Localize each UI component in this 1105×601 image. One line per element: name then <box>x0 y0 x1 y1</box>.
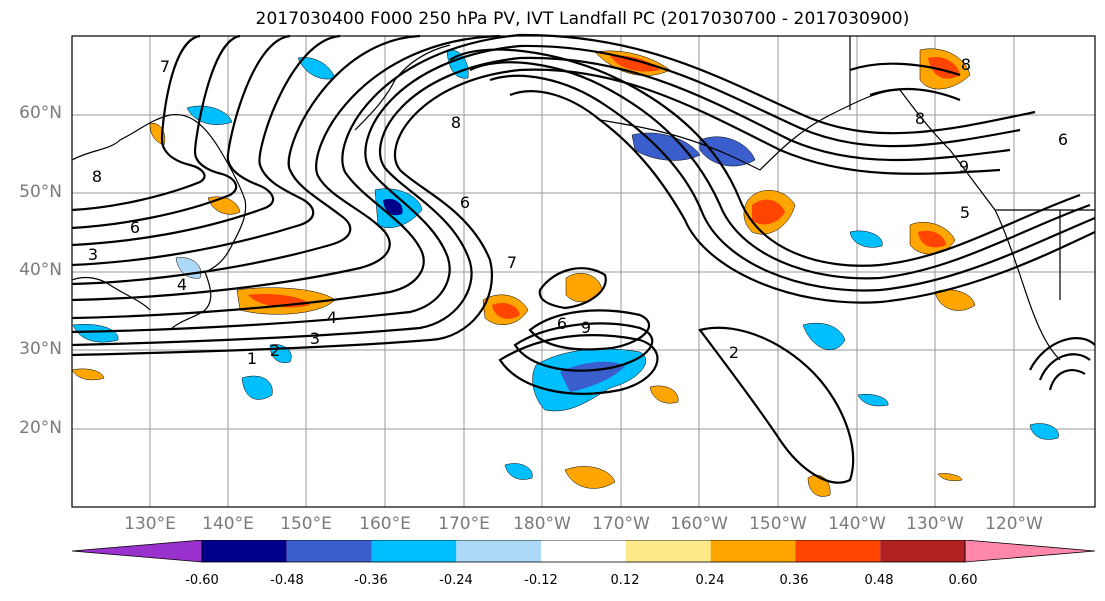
lon-label-170w: 170°W <box>592 514 650 534</box>
lon-label-180w: 180°W <box>513 514 571 534</box>
colorbar-tick-label: -0.60 <box>185 573 219 588</box>
map-frame <box>71 35 1096 508</box>
contour-label: 9 <box>959 157 969 176</box>
lon-label-160e: 160°E <box>359 514 411 534</box>
negative-pv-patch <box>72 324 119 343</box>
colorbar-segment <box>371 540 457 562</box>
negative-pv-patch <box>297 57 336 80</box>
lon-label-120w: 120°W <box>985 514 1043 534</box>
lat-label-30n: 30°N <box>19 339 62 359</box>
colorbar-segment <box>964 540 1096 563</box>
negative-pv-patch <box>699 136 756 167</box>
positive-pv-patch <box>610 55 660 72</box>
negative-pv-patch <box>383 198 403 216</box>
lat-label-40n: 40°N <box>19 260 62 280</box>
contour-label: 1 <box>247 349 257 368</box>
positive-pv-patch <box>918 230 946 248</box>
negative-pv-patch <box>857 394 889 407</box>
contour-label: 6 <box>1058 130 1068 149</box>
colorbar-tick-label: 0.60 <box>948 573 978 588</box>
negative-pv-patch <box>802 322 846 350</box>
contour-label: 4 <box>177 275 187 294</box>
lon-label-160w: 160°W <box>670 514 728 534</box>
lon-label-130e: 130°E <box>124 514 176 534</box>
colorbar <box>71 540 1096 563</box>
contour-label: 8 <box>915 109 925 128</box>
colorbar-tick-label: 0.24 <box>695 573 725 588</box>
contour-label: 3 <box>310 329 320 348</box>
negative-pv-patch <box>241 375 273 400</box>
colorbar-segment <box>880 540 965 562</box>
colorbar-segment <box>710 540 796 562</box>
colorbar-tick-label: -0.12 <box>524 573 558 588</box>
colorbar-segment <box>71 540 203 563</box>
positive-pv-patch <box>752 199 785 225</box>
positive-pv-patch <box>649 385 679 404</box>
lon-label-150e: 150°E <box>280 514 332 534</box>
contour-label: 2 <box>270 341 280 360</box>
lon-label-170e: 170°E <box>438 514 490 534</box>
positive-pv-patch <box>937 473 963 481</box>
positive-pv-patch <box>207 196 241 215</box>
colorbar-tick-label: 0.36 <box>779 573 809 588</box>
colorbar-segment <box>541 540 626 562</box>
negative-pv-patch <box>186 105 233 125</box>
negative-pv-patch <box>504 463 533 480</box>
contour-label: 4 <box>327 308 337 327</box>
lon-label-140e: 140°E <box>202 514 254 534</box>
lon-label-140w: 140°W <box>828 514 886 534</box>
colorbar-tick-label: -0.36 <box>354 573 388 588</box>
contour-label: 5 <box>960 203 970 222</box>
contour-label: 6 <box>557 314 567 333</box>
contour-label: 3 <box>88 245 98 264</box>
ivt-contours <box>71 33 1096 484</box>
colorbar-segment <box>625 540 711 562</box>
colorbar-tick-label: -0.48 <box>270 573 304 588</box>
colorbar-segment <box>202 540 287 562</box>
negative-pv-patch <box>849 230 883 248</box>
coastlines <box>71 36 1095 361</box>
colorbar-segment <box>286 540 372 562</box>
contour-label: 8 <box>451 113 461 132</box>
contour-labels: 1 2 3 4 6 8 7 2 6 8 6 9 7 6 3 4 8 8 5 9 <box>88 55 1068 368</box>
colorbar-outline <box>201 540 966 563</box>
colorbar-tick-label: 0.48 <box>864 573 894 588</box>
colorbar-tick-label: 0.12 <box>610 573 640 588</box>
map-panel: 1 2 3 4 6 8 7 2 6 8 6 9 7 6 3 4 8 8 5 9 <box>71 33 1096 508</box>
contour-label: 7 <box>507 253 517 272</box>
contour-label: 9 <box>581 318 591 337</box>
positive-pv-patch <box>934 289 976 311</box>
lon-label-130w: 130°W <box>906 514 964 534</box>
lat-label-20n: 20°N <box>19 418 62 438</box>
positive-pv-patch <box>71 368 105 381</box>
colorbar-segment <box>456 540 542 562</box>
positive-pv-patch <box>492 303 520 319</box>
colorbar-tick-label: -0.24 <box>439 573 473 588</box>
contour-label: 7 <box>160 57 170 76</box>
colorbar-segment <box>795 540 881 562</box>
lon-label-150w: 150°W <box>749 514 807 534</box>
contour-label: 2 <box>729 343 739 362</box>
graticule <box>72 36 1095 507</box>
positive-pv-patch <box>565 273 603 303</box>
positive-pv-patch <box>564 466 616 489</box>
negative-pv-patch <box>1029 423 1059 440</box>
contour-label: 6 <box>460 193 470 212</box>
contour-label: 6 <box>130 218 140 237</box>
lat-label-60n: 60°N <box>19 103 62 123</box>
contour-label: 8 <box>961 55 971 74</box>
map-title: 2017030400 F000 250 hPa PV, IVT Landfall… <box>255 9 910 29</box>
lat-label-50n: 50°N <box>19 182 62 202</box>
contour-label: 8 <box>92 167 102 186</box>
